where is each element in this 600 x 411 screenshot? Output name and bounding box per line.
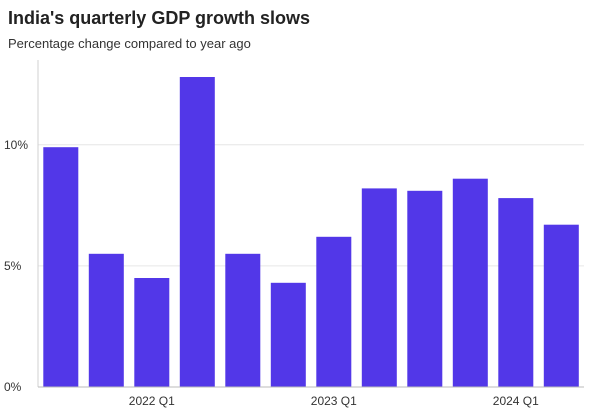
- bars: [43, 77, 579, 387]
- x-tick-label: 2023 Q1: [311, 394, 357, 408]
- bar: [361, 188, 397, 387]
- y-tick-label: 10%: [4, 138, 28, 152]
- bar: [179, 77, 215, 387]
- bar: [88, 253, 124, 387]
- x-tick-label: 2024 Q1: [493, 394, 539, 408]
- y-tick-label: 0%: [4, 380, 22, 394]
- bar: [316, 236, 352, 387]
- y-tick-label: 5%: [4, 259, 22, 273]
- chart-subtitle: Percentage change compared to year ago: [8, 36, 251, 51]
- bar: [225, 253, 261, 387]
- bar: [407, 190, 443, 387]
- chart-title: India's quarterly GDP growth slows: [8, 8, 311, 28]
- axes: [37, 60, 584, 388]
- bar: [134, 278, 170, 387]
- bar: [270, 282, 306, 387]
- tick-labels: 0% 5% 10% 2022 Q1 2023 Q1 2024 Q1: [4, 138, 539, 408]
- bar: [43, 147, 79, 387]
- bar: [543, 224, 579, 387]
- gridlines: [38, 144, 584, 267]
- x-tick-label: 2022 Q1: [129, 394, 175, 408]
- bar: [452, 178, 488, 387]
- bar: [498, 198, 534, 387]
